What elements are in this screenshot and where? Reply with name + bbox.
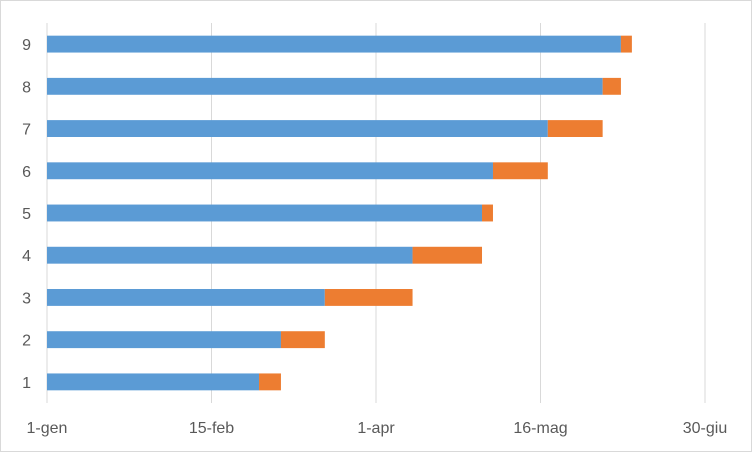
bar-segment-orange xyxy=(482,204,493,222)
bar-segment-orange xyxy=(602,77,621,95)
bar-segment-orange xyxy=(259,373,281,391)
bar-segment-orange xyxy=(280,331,325,349)
bar-segment-orange xyxy=(324,289,413,306)
bar-segment-blue xyxy=(47,204,483,222)
bar-segment-blue xyxy=(47,289,325,306)
y-tick-label: 7 xyxy=(22,122,31,139)
y-tick-label: 5 xyxy=(22,206,31,223)
bar-segment-orange xyxy=(620,35,632,53)
y-tick-label: 8 xyxy=(22,79,31,96)
bar-segment-blue xyxy=(47,246,413,264)
bar-segment-blue xyxy=(47,120,548,137)
bar-segment-blue xyxy=(47,35,621,53)
y-tick-label: 2 xyxy=(22,333,31,350)
y-tick-label: 6 xyxy=(22,164,31,181)
x-tick-label: 16-mag xyxy=(513,420,567,437)
bar-segment-blue xyxy=(47,162,493,180)
x-tick-label: 15-feb xyxy=(189,420,234,437)
y-tick-label: 3 xyxy=(22,290,31,307)
bar-segment-orange xyxy=(412,246,483,264)
bar-segment-blue xyxy=(47,331,281,349)
x-tick-label: 1-apr xyxy=(357,420,395,437)
bar-layer xyxy=(47,35,632,391)
bar-segment-blue xyxy=(47,77,603,95)
y-tick-label: 1 xyxy=(22,375,31,392)
label-layer: 1-gen 15-feb 1-apr 16-mag 30-giu 1 2 3 4 5 6 7 8 9 xyxy=(22,37,727,437)
bar-segment-orange xyxy=(547,120,603,137)
x-tick-label: 30-giu xyxy=(683,420,727,437)
bar-segment-blue xyxy=(47,373,260,391)
y-tick-label: 4 xyxy=(22,248,31,265)
y-tick-label: 9 xyxy=(22,37,31,54)
bar-segment-orange xyxy=(492,162,548,180)
x-tick-label: 1-gen xyxy=(27,420,68,437)
